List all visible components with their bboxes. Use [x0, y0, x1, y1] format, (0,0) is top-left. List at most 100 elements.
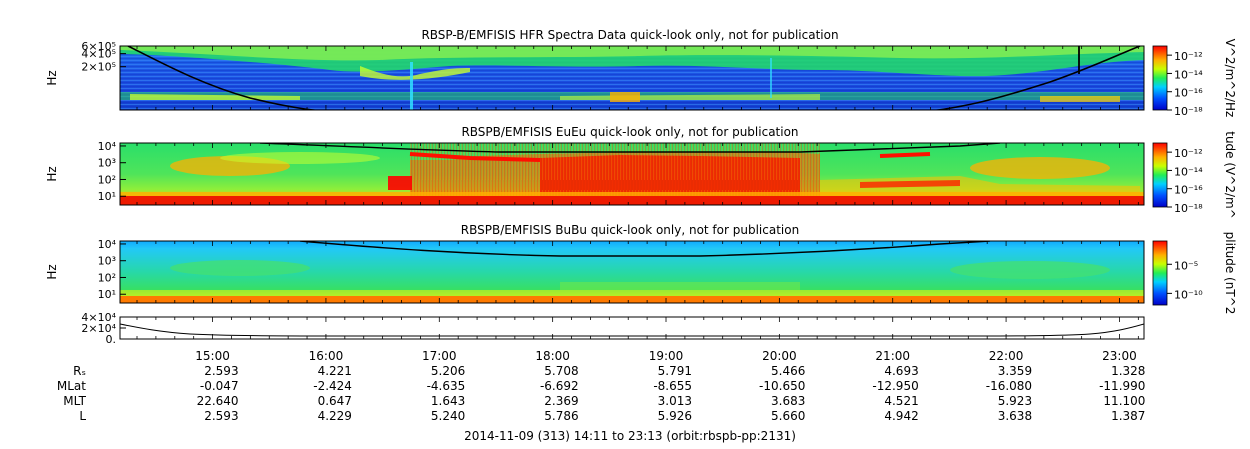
eueu-colorbar-label: tude (V^2/m^ — [1223, 131, 1237, 219]
ephemeris-value: -6.692 — [540, 379, 579, 393]
ephemeris-value: -10.650 — [759, 379, 805, 393]
ephemeris-value: 22.640 — [197, 394, 239, 408]
time-tick-label: 16:00 — [309, 349, 344, 363]
ephemeris-row-label: Rₛ — [73, 364, 86, 378]
hfr-title: RBSP-B/EMFISIS HFR Spectra Data quick-lo… — [421, 28, 838, 42]
ytick-label: 2×10⁴ — [81, 322, 116, 335]
ephemeris-value: -4.635 — [427, 379, 466, 393]
hfr-ylabel: Hz — [45, 70, 59, 85]
ytick-label: 10¹ — [98, 288, 116, 301]
ytick-label: 0. — [106, 333, 117, 346]
bubu-ylabel: Hz — [45, 264, 59, 279]
ephemeris-value: 0.647 — [318, 394, 352, 408]
colorbar-tick-label: 10⁻⁵ — [1174, 259, 1198, 272]
ytick-label: 10² — [98, 173, 116, 186]
colorbar-tick-label: 10⁻¹⁸ — [1174, 105, 1203, 118]
time-tick-label: 17:00 — [422, 349, 457, 363]
hfr-cyclotron-line — [127, 46, 1141, 110]
ephemeris-value: 5.240 — [431, 409, 465, 423]
ytick-label: 10⁴ — [98, 140, 117, 153]
ephemeris-value: -12.950 — [872, 379, 918, 393]
eueu-ylabel: Hz — [45, 166, 59, 181]
time-tick-label: 18:00 — [535, 349, 570, 363]
colorbar-tick-label: 10⁻¹⁸ — [1174, 202, 1203, 215]
ytick-label: 10³ — [98, 157, 116, 170]
ephemeris-table: Rₛ 2.593 4.221 5.206 5.708 5.791 5.466 4.693 3.3… — [57, 364, 1146, 423]
hfr-colorbar — [1152, 45, 1168, 111]
hfr-panel: RBSP-B/EMFISIS HFR Spectra Data quick-lo… — [45, 28, 1237, 118]
ephemeris-value: 1.643 — [431, 394, 465, 408]
ephemeris-value: 2.593 — [204, 364, 238, 378]
bubu-colorbar-label: plitude (nT^2 — [1223, 232, 1237, 315]
ephemeris-row-label: L — [79, 409, 86, 423]
eueu-colorbar-ticks: 10⁻¹² 10⁻¹⁴ 10⁻¹⁶ 10⁻¹⁸ — [1167, 147, 1203, 215]
time-tick-label: 20:00 — [762, 349, 797, 363]
ephemeris-value: 2.369 — [544, 394, 578, 408]
bubu-title: RBSPB/EMFISIS BuBu quick-look only, not … — [461, 223, 799, 237]
ephemeris-value: -11.990 — [1099, 379, 1145, 393]
hfr-colorbar-ticks: 10⁻¹² 10⁻¹⁴ 10⁻¹⁶ 10⁻¹⁸ — [1167, 50, 1203, 118]
eueu-panel: RBSPB/EMFISIS EuEu quick-look only, not … — [45, 125, 1237, 219]
ytick-label: 2×10⁵ — [81, 61, 116, 74]
ephemeris-value: 3.013 — [658, 394, 692, 408]
ephemeris-value: 2.593 — [204, 409, 238, 423]
eueu-yticks: 10¹ 10² 10³ 10⁴ — [98, 140, 126, 203]
colorbar-tick-label: 10⁻¹⁰ — [1174, 288, 1203, 301]
eueu-cyclotron-line — [259, 143, 1001, 153]
ephemeris-row-label: MLT — [63, 394, 86, 408]
colorbar-tick-label: 10⁻¹⁴ — [1174, 165, 1203, 178]
colorbar-tick-label: 10⁻¹⁴ — [1174, 68, 1203, 81]
ephemeris-value: 3.638 — [998, 409, 1032, 423]
ephemeris-value: 1.387 — [1111, 409, 1145, 423]
ephemeris-value: 5.708 — [544, 364, 578, 378]
ephemeris-value: 5.786 — [544, 409, 578, 423]
eueu-colorbar — [1152, 142, 1168, 208]
ephemeris-value: 5.926 — [658, 409, 692, 423]
ytick-label: 6×10⁵ — [81, 40, 116, 53]
ephemeris-value: 11.100 — [1103, 394, 1145, 408]
ephemeris-value: 4.942 — [884, 409, 918, 423]
ytick-label: 4×10⁴ — [81, 311, 116, 324]
bubu-yticks: 10¹ 10² 10³ 10⁴ — [98, 238, 126, 301]
footer-caption: 2014-11-09 (313) 14:11 to 23:13 (orbit:r… — [464, 429, 796, 443]
bubu-cyclotron-line — [299, 241, 991, 257]
ytick-label: 10² — [98, 271, 116, 284]
time-tick-label: 23:00 — [1102, 349, 1137, 363]
ytick-label: 4×10⁵ — [81, 48, 116, 61]
ytick-label: 10⁴ — [98, 238, 117, 251]
ytick-label: 10¹ — [98, 190, 116, 203]
bubu-panel: RBSPB/EMFISIS BuBu quick-look only, not … — [45, 223, 1237, 314]
ephemeris-value: -8.655 — [653, 379, 692, 393]
ephemeris-value: 5.923 — [998, 394, 1032, 408]
eueu-spectrogram — [120, 143, 1144, 205]
ephemeris-value: 4.521 — [884, 394, 918, 408]
ephemeris-value: 5.791 — [658, 364, 692, 378]
hfr-colorbar-label: V^2/m^2/Hz — [1223, 39, 1237, 118]
colorbar-tick-label: 10⁻¹⁶ — [1174, 184, 1203, 197]
time-axis-ticks — [136, 46, 1139, 339]
time-tick-label: 22:00 — [989, 349, 1024, 363]
ephemeris-value: 5.660 — [771, 409, 805, 423]
colorbar-tick-label: 10⁻¹⁶ — [1174, 87, 1203, 100]
ephemeris-value: 4.693 — [884, 364, 918, 378]
eueu-title: RBSPB/EMFISIS EuEu quick-look only, not … — [461, 125, 798, 139]
hfr-spectrogram — [120, 46, 1144, 110]
ytick-label: 10³ — [98, 255, 116, 268]
ephemeris-value: 3.683 — [771, 394, 805, 408]
ephemeris-value: 4.229 — [318, 409, 352, 423]
time-tick-label: 15:00 — [195, 349, 230, 363]
ephemeris-value: 1.328 — [1111, 364, 1145, 378]
colorbar-tick-label: 10⁻¹² — [1174, 50, 1203, 63]
ephemeris-value: 5.466 — [771, 364, 805, 378]
ephemeris-value: 5.206 — [431, 364, 465, 378]
ephemeris-value: -16.080 — [986, 379, 1032, 393]
time-tick-label: 19:00 — [649, 349, 684, 363]
ephemeris-value: 3.359 — [998, 364, 1032, 378]
colorbar-tick-label: 10⁻¹² — [1174, 147, 1203, 160]
ephemeris-value: -0.047 — [200, 379, 239, 393]
bubu-spectrogram — [120, 241, 1144, 303]
ephemeris-value: -2.424 — [313, 379, 352, 393]
